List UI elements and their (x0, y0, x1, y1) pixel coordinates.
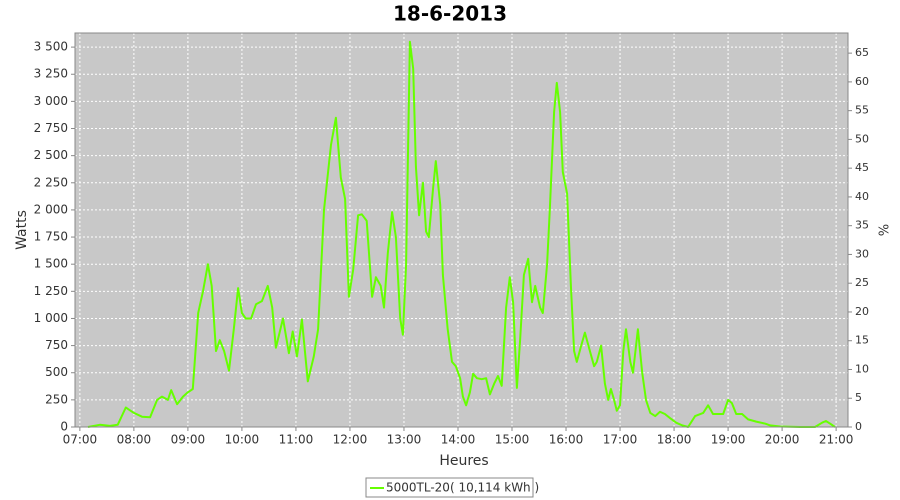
y-tick-label: 500 (45, 365, 68, 379)
y-tick-label: 3 500 (34, 40, 68, 54)
x-tick-label: 19:00 (711, 433, 746, 447)
x-tick-label: 13:00 (387, 433, 422, 447)
y-tick-label: 1 500 (34, 257, 68, 271)
x-tick-label: 10:00 (225, 433, 260, 447)
x-tick-label: 15:00 (495, 433, 530, 447)
x-tick-label: 09:00 (171, 433, 206, 447)
y2-tick-label: 55 (855, 104, 869, 117)
x-tick-label: 16:00 (549, 433, 584, 447)
line-series (87, 40, 836, 428)
x-tick-label: 17:00 (603, 433, 638, 447)
y2-tick-label: 30 (855, 247, 869, 260)
x-tick-label: 14:00 (441, 433, 476, 447)
y2-tick-label: 65 (855, 46, 869, 59)
y2-tick-label: 15 (855, 334, 869, 347)
y2-tick-label: 40 (855, 190, 869, 203)
y-tick-label: 1 250 (34, 284, 68, 298)
y2-tick-label: 25 (855, 276, 869, 289)
x-tick-label: 21:00 (819, 433, 854, 447)
x-tick-label: 11:00 (279, 433, 314, 447)
x-tick-label: 18:00 (657, 433, 692, 447)
y-tick-label: 250 (45, 392, 68, 406)
y-tick-label: 2 000 (34, 202, 68, 216)
y-axis-label: Watts (14, 210, 30, 250)
y-tick-label: 3 000 (34, 94, 68, 108)
y-tick-label: 3 250 (34, 67, 68, 81)
x-axis-label: Heures (439, 453, 488, 469)
x-tick-label: 07:00 (63, 433, 98, 447)
plot-border (74, 32, 849, 428)
y2-tick-label: 5 (855, 391, 862, 404)
y-tick-label: 0 (60, 420, 68, 434)
y2-tick-label: 50 (855, 132, 869, 145)
y-tick-label: 2 250 (34, 175, 68, 189)
x-tick-label: 20:00 (765, 433, 800, 447)
y-tick-label: 2 500 (34, 148, 68, 162)
y-tick-label: 750 (45, 338, 68, 352)
y2-tick-label: 10 (855, 362, 869, 375)
y2-tick-label: 35 (855, 219, 869, 232)
x-tick-label: 08:00 (117, 433, 152, 447)
chart-title: 18-6-2013 (393, 2, 507, 26)
legend-label: 5000TL-20( 10,114 kWh ) (386, 481, 539, 495)
y2-tick-label: 60 (855, 75, 869, 88)
y2-axis-label: % (875, 224, 890, 236)
y-tick-label: 1 750 (34, 230, 68, 244)
legend (365, 477, 534, 498)
plot-area (75, 33, 848, 427)
y-tick-label: 2 750 (34, 121, 68, 135)
y2-tick-label: 45 (855, 161, 869, 174)
y2-tick-label: 0 (855, 420, 862, 433)
y2-tick-label: 20 (855, 305, 869, 318)
x-tick-label: 12:00 (333, 433, 368, 447)
y-tick-label: 1 000 (34, 311, 68, 325)
